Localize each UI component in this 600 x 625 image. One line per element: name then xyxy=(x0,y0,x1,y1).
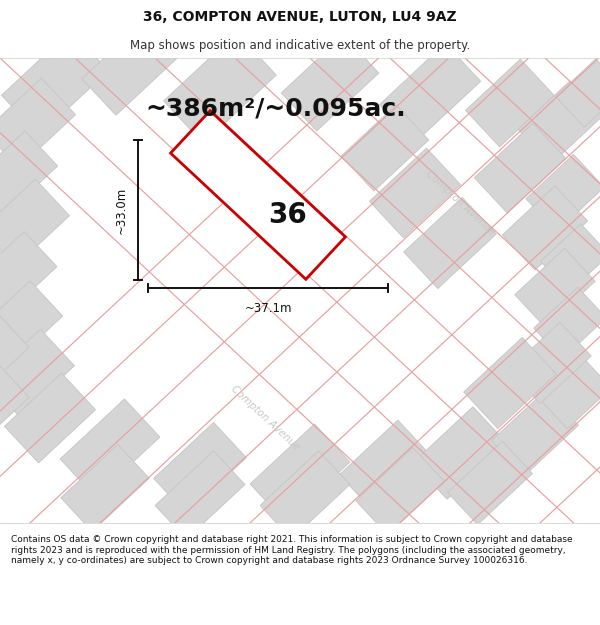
Polygon shape xyxy=(82,21,178,115)
Polygon shape xyxy=(155,451,245,539)
Polygon shape xyxy=(541,224,600,292)
Polygon shape xyxy=(61,444,149,531)
Polygon shape xyxy=(518,82,600,164)
Text: Compton Avenue: Compton Avenue xyxy=(229,384,301,452)
Text: ~33.0m: ~33.0m xyxy=(115,186,128,234)
Polygon shape xyxy=(534,287,600,359)
Polygon shape xyxy=(464,338,556,429)
Polygon shape xyxy=(491,390,578,476)
Text: Map shows position and indicative extent of the property.: Map shows position and indicative extent… xyxy=(130,39,470,52)
Polygon shape xyxy=(0,314,29,392)
Polygon shape xyxy=(4,373,95,463)
Polygon shape xyxy=(340,420,431,510)
Polygon shape xyxy=(0,131,58,215)
Polygon shape xyxy=(509,322,591,404)
Polygon shape xyxy=(502,186,587,270)
Polygon shape xyxy=(341,105,429,191)
Polygon shape xyxy=(356,448,444,534)
Polygon shape xyxy=(0,179,70,267)
Polygon shape xyxy=(413,407,507,499)
Polygon shape xyxy=(404,198,496,289)
Text: Contains OS data © Crown copyright and database right 2021. This information is : Contains OS data © Crown copyright and d… xyxy=(11,535,572,565)
Polygon shape xyxy=(448,441,532,524)
Polygon shape xyxy=(515,248,595,328)
Polygon shape xyxy=(0,232,57,314)
Polygon shape xyxy=(164,32,277,143)
Polygon shape xyxy=(466,59,554,147)
Polygon shape xyxy=(379,43,481,142)
Text: ~386m²/~0.095ac.: ~386m²/~0.095ac. xyxy=(145,96,406,120)
Polygon shape xyxy=(539,357,600,429)
Polygon shape xyxy=(2,31,109,136)
Polygon shape xyxy=(0,78,76,168)
Polygon shape xyxy=(250,424,350,522)
Polygon shape xyxy=(260,451,350,539)
Polygon shape xyxy=(281,35,379,131)
Text: Compton Avenue: Compton Avenue xyxy=(424,169,496,238)
Polygon shape xyxy=(0,364,29,442)
Polygon shape xyxy=(475,123,566,213)
Polygon shape xyxy=(526,154,600,232)
Polygon shape xyxy=(154,422,247,514)
Text: 36: 36 xyxy=(269,201,307,229)
Polygon shape xyxy=(0,281,62,365)
Polygon shape xyxy=(0,329,74,417)
Text: 36, COMPTON AVENUE, LUTON, LU4 9AZ: 36, COMPTON AVENUE, LUTON, LU4 9AZ xyxy=(143,11,457,24)
Polygon shape xyxy=(370,148,461,238)
Text: ~37.1m: ~37.1m xyxy=(244,302,292,315)
Polygon shape xyxy=(170,111,346,279)
Polygon shape xyxy=(60,399,160,497)
Polygon shape xyxy=(556,59,600,127)
